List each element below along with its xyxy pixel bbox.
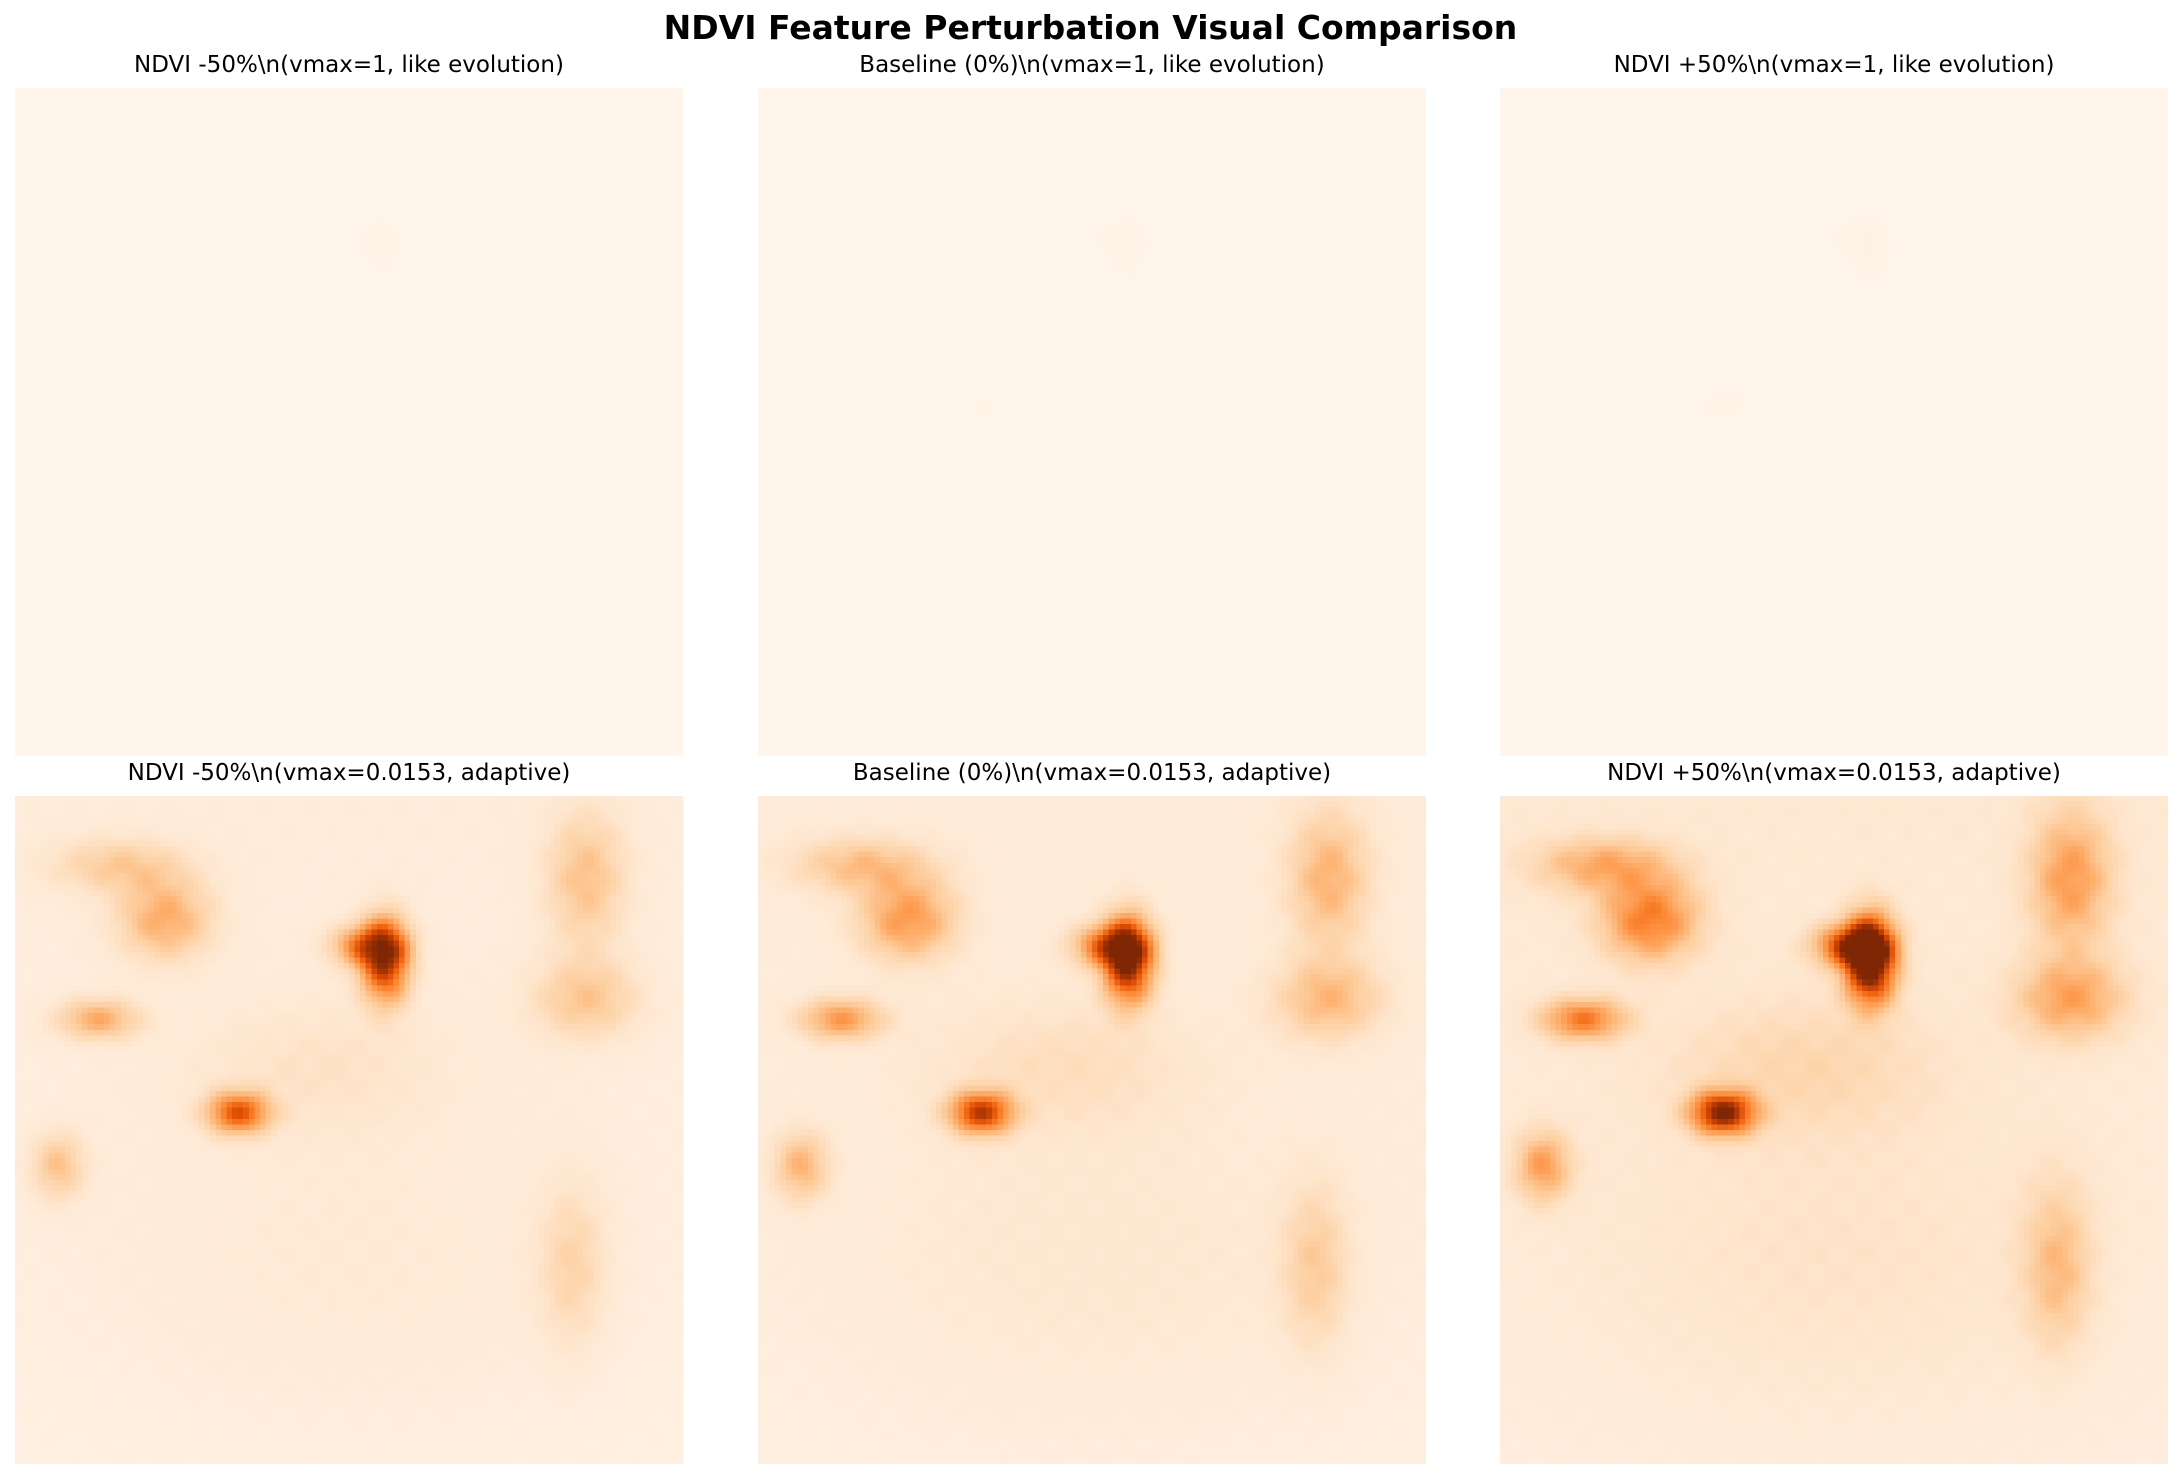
heatmap-cells <box>15 88 683 756</box>
figure-title: NDVI Feature Perturbation Visual Compari… <box>663 8 1518 47</box>
heatmap-cells <box>758 796 1426 1464</box>
panel-title-baseline-adaptive: Baseline (0%)\n(vmax=0.0153, adaptive) <box>852 760 1332 786</box>
panel-title-ndvi-minus50-fixed: NDVI -50%\n(vmax=1, like evolution) <box>134 52 564 78</box>
heatmap-ndvi-minus50-adaptive <box>15 796 683 1464</box>
panel-title-ndvi-minus50-adaptive: NDVI -50%\n(vmax=0.0153, adaptive) <box>127 760 571 786</box>
heatmap-ndvi-minus50-fixed <box>15 88 683 756</box>
heatmap-ndvi-plus50-fixed <box>1500 88 2168 756</box>
heatmap-baseline-fixed <box>758 88 1426 756</box>
panel-title-ndvi-plus50-fixed: NDVI +50%\n(vmax=1, like evolution) <box>1613 52 2055 78</box>
heatmap-cells <box>1500 796 2168 1464</box>
heatmap-cells <box>15 796 683 1464</box>
heatmap-cells <box>758 88 1426 756</box>
heatmap-ndvi-plus50-adaptive <box>1500 796 2168 1464</box>
heatmap-baseline-adaptive <box>758 796 1426 1464</box>
panel-title-ndvi-plus50-adaptive: NDVI +50%\n(vmax=0.0153, adaptive) <box>1607 760 2061 786</box>
heatmap-cells <box>1500 88 2168 756</box>
panel-title-baseline-fixed: Baseline (0%)\n(vmax=1, like evolution) <box>859 52 1325 78</box>
